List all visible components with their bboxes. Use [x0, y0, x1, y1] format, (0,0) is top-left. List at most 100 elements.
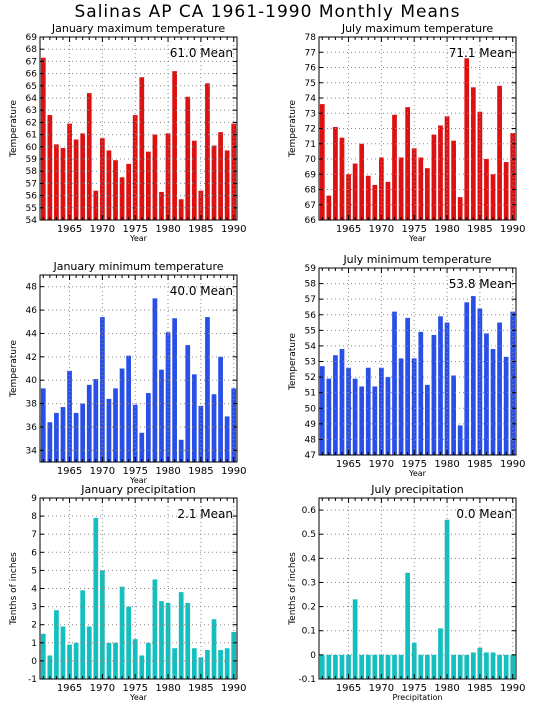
y-tick-label: -1: [28, 675, 37, 685]
bar-1978: [431, 335, 437, 455]
y-tick-label: 71: [305, 140, 316, 150]
bar-1973: [398, 358, 404, 455]
y-axis-label: Temperature: [9, 340, 19, 398]
bar-1975: [411, 358, 417, 455]
bar-1982: [457, 654, 463, 679]
bar-1964: [339, 654, 345, 679]
bar-1962: [326, 378, 332, 455]
bar-1971: [106, 398, 112, 462]
y-axis-label: Temperature: [288, 333, 298, 391]
y-tick-label: 76: [305, 64, 317, 74]
y-tick-label: 53: [305, 358, 316, 368]
bar-1971: [385, 377, 391, 455]
bar-1965: [67, 370, 72, 462]
bar-1982: [457, 425, 463, 455]
y-tick-label: 58: [26, 167, 38, 177]
bar-1969: [372, 654, 378, 679]
bar-1962: [326, 195, 332, 220]
bar-1966: [352, 163, 358, 220]
bar-1968: [365, 175, 371, 220]
y-tick-label: 77: [305, 48, 316, 58]
x-tick-label: 1990: [221, 224, 246, 235]
bar-1976: [418, 157, 424, 220]
bar-1982: [178, 439, 184, 462]
bar-1985: [477, 647, 483, 679]
bar-1981: [451, 654, 456, 679]
bar-1976: [418, 331, 424, 455]
mean-label: 61.0 Mean: [170, 46, 233, 60]
chart-title: January minimum temperature: [52, 260, 223, 273]
bar-1961: [40, 388, 46, 462]
bar-1984: [470, 296, 476, 455]
y-tick-label: 42: [26, 353, 37, 363]
y-tick-label: 6: [31, 548, 37, 558]
y-tick-label: 48: [305, 435, 317, 445]
bar-1982: [178, 592, 184, 679]
y-axis-label: Tenths of inches: [9, 552, 19, 626]
bar-1990: [510, 133, 516, 220]
bar-1970: [100, 317, 105, 462]
bar-1971: [385, 181, 391, 220]
y-tick-label: 1: [31, 639, 37, 649]
y-tick-label: 40: [26, 376, 38, 386]
plot-frame: [318, 497, 517, 680]
y-tick-label: 34: [26, 446, 38, 456]
x-tick-label: 1980: [155, 683, 180, 694]
y-tick-label: 64: [26, 94, 38, 104]
x-tick-label: 1990: [221, 466, 246, 477]
y-tick-label: 78: [305, 33, 317, 43]
bar-1989: [503, 654, 509, 679]
chart-title: July precipitation: [370, 483, 464, 496]
y-tick-label: 36: [26, 423, 38, 433]
x-tick-label: 1990: [500, 459, 525, 470]
bar-1977: [145, 393, 151, 462]
x-tick-label: 1970: [90, 466, 115, 477]
x-tick-label: 1980: [434, 683, 459, 694]
x-axis-label: Precipitation: [392, 693, 442, 702]
x-tick-label: 1990: [221, 683, 246, 694]
y-axis-label: Temperature: [288, 100, 298, 158]
bar-1966: [352, 599, 358, 679]
bar-1978: [431, 654, 437, 679]
x-tick-label: 1985: [467, 459, 492, 470]
y-tick-label: 55: [305, 326, 316, 336]
bar-1969: [93, 190, 99, 220]
bar-1987: [211, 394, 217, 462]
bar-1984: [191, 374, 197, 462]
bar-1970: [100, 138, 105, 220]
y-tick-label: 47: [305, 451, 316, 461]
chart-panel-3: 34 36 38 40 42 44 46 48 1965 1970 1975 1980 1985 1990…: [9, 260, 246, 485]
bar-1988: [497, 85, 502, 220]
bar-1983: [464, 302, 470, 455]
bar-1983: [464, 58, 470, 220]
x-axis-label: Year: [408, 469, 427, 478]
bar-1987: [211, 145, 217, 220]
y-tick-label: 50: [305, 404, 317, 414]
x-tick-label: 1970: [369, 224, 394, 235]
bar-1982: [178, 199, 184, 220]
y-tick-label: 72: [305, 125, 316, 135]
bar-1964: [60, 148, 66, 220]
bar-1979: [159, 601, 164, 679]
bar-1976: [418, 654, 424, 679]
bar-1964: [339, 349, 345, 455]
bar-1983: [464, 654, 470, 679]
bar-1985: [198, 657, 204, 679]
bar-1970: [379, 367, 384, 455]
x-tick-label: 1965: [57, 466, 82, 477]
y-tick-label: 54: [26, 216, 38, 226]
bar-1980: [444, 519, 450, 679]
bar-1974: [405, 107, 411, 220]
bar-1981: [451, 375, 456, 455]
y-tick-label: 67: [305, 201, 316, 211]
bar-1981: [451, 140, 456, 220]
bar-1966: [352, 378, 358, 455]
x-tick-label: 1985: [188, 224, 213, 235]
bar-1985: [198, 405, 204, 462]
bar-1970: [379, 157, 384, 220]
bar-1973: [119, 177, 125, 220]
bar-1963: [333, 126, 338, 220]
bar-1989: [503, 356, 509, 455]
bar-1972: [113, 160, 118, 220]
bar-1967: [80, 590, 86, 679]
